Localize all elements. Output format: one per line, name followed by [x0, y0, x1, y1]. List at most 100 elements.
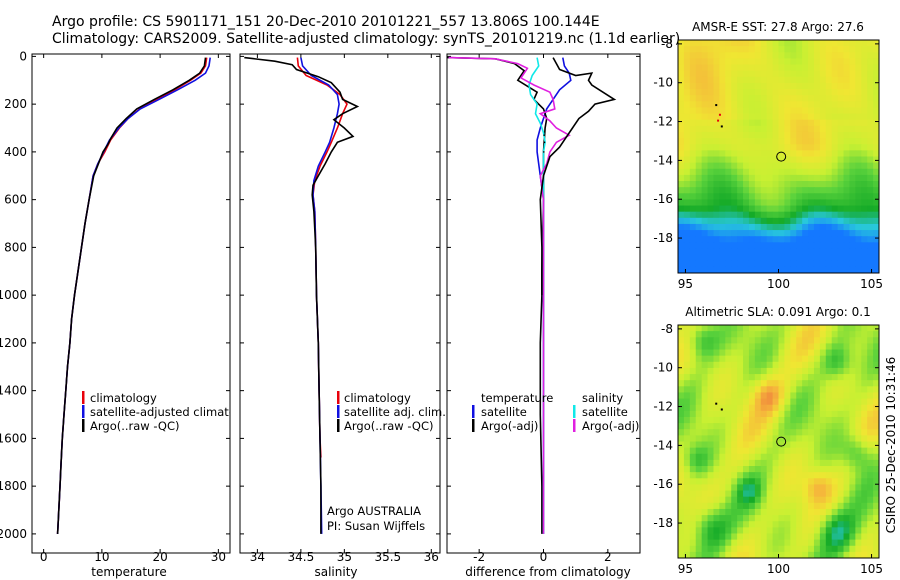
map-cell [701, 46, 709, 53]
map-cell [678, 236, 685, 243]
map-cell [754, 539, 762, 547]
map-cell [778, 392, 786, 400]
map-cell [713, 447, 720, 455]
map-cell [813, 113, 821, 121]
map-cell [678, 551, 685, 558]
map-cell [731, 502, 738, 510]
map-cell [701, 107, 709, 115]
map-cell [695, 533, 703, 541]
map-cell [737, 325, 744, 332]
map-cell [713, 337, 720, 344]
map-cell [743, 502, 750, 510]
map-cell [808, 515, 815, 522]
map-cell [808, 337, 815, 344]
map-cell [731, 236, 738, 243]
map-cell [689, 254, 697, 262]
map-cell [819, 496, 827, 504]
map-cell [843, 162, 851, 170]
map-cell [855, 410, 862, 418]
map-cell [737, 70, 744, 78]
map-cell [802, 392, 809, 400]
map-cell [678, 521, 685, 528]
map-cell [725, 260, 732, 268]
map-cell [772, 260, 780, 268]
map-cell [766, 40, 774, 47]
map-cell [713, 551, 720, 558]
map-cell [802, 107, 809, 115]
map-cell [861, 325, 868, 332]
map-cell [837, 187, 845, 194]
map-cell [766, 46, 774, 53]
map-cell [719, 266, 726, 273]
map-cell [873, 484, 879, 492]
map-cell [831, 156, 839, 164]
map-cell [766, 508, 774, 516]
map-cell [760, 230, 768, 237]
map-cell [855, 441, 862, 449]
map-cell [796, 254, 803, 262]
map-cell [813, 386, 821, 394]
map-cell [825, 58, 833, 66]
map-cell [760, 355, 768, 363]
map-cell [796, 181, 803, 188]
map-cell [766, 230, 774, 237]
map-cell [825, 496, 833, 504]
map-cell [843, 435, 851, 443]
map-cell [695, 404, 703, 412]
map-cell [689, 331, 697, 338]
map-cell [873, 386, 879, 394]
map-cell [837, 242, 845, 250]
map-cell [748, 248, 756, 256]
map-cell [861, 337, 868, 344]
map-cell [849, 162, 856, 170]
map-cell [707, 533, 715, 541]
map-cell [748, 337, 756, 344]
map-cell [861, 76, 868, 84]
map-cell [707, 496, 715, 504]
map-cell [813, 545, 821, 553]
map-cell [713, 343, 720, 351]
map-cell [796, 416, 803, 424]
map-cell [784, 181, 791, 188]
map-cell [748, 392, 756, 400]
map-cell [819, 52, 827, 59]
map-cell [689, 193, 697, 201]
map-cell [796, 435, 803, 443]
map-cell [813, 533, 821, 541]
map-cell [790, 101, 797, 109]
map-cell [766, 162, 774, 170]
map-cell [754, 101, 762, 109]
map-cell [748, 193, 756, 201]
map-cell [725, 193, 732, 201]
map-cell [731, 441, 738, 449]
map-cell [813, 374, 821, 381]
map-cell [683, 367, 691, 375]
map-cell [849, 521, 856, 528]
map-cell [837, 386, 845, 394]
map-cell [683, 508, 691, 516]
map-cell [737, 386, 744, 394]
map-cell [678, 325, 685, 332]
map-cell [737, 266, 744, 273]
map-cell [784, 331, 791, 338]
map-cell [831, 539, 839, 547]
map-cell [760, 343, 768, 351]
map-cell [784, 254, 791, 262]
map-cell [796, 95, 803, 102]
map-cell [831, 119, 839, 127]
map-cell [813, 325, 821, 332]
map-cell [855, 367, 862, 375]
map-cell [796, 125, 803, 133]
map-cell [737, 423, 744, 430]
map-cell [855, 248, 862, 256]
map-cell [695, 119, 703, 127]
map-cell [784, 236, 791, 243]
map-cell [802, 447, 809, 455]
map-cell [760, 508, 768, 516]
map-cell [813, 187, 821, 194]
map-cell [796, 187, 803, 194]
map-cell [843, 343, 851, 351]
map-cell [861, 205, 868, 213]
map-cell [760, 168, 768, 176]
map-cell [743, 101, 750, 109]
